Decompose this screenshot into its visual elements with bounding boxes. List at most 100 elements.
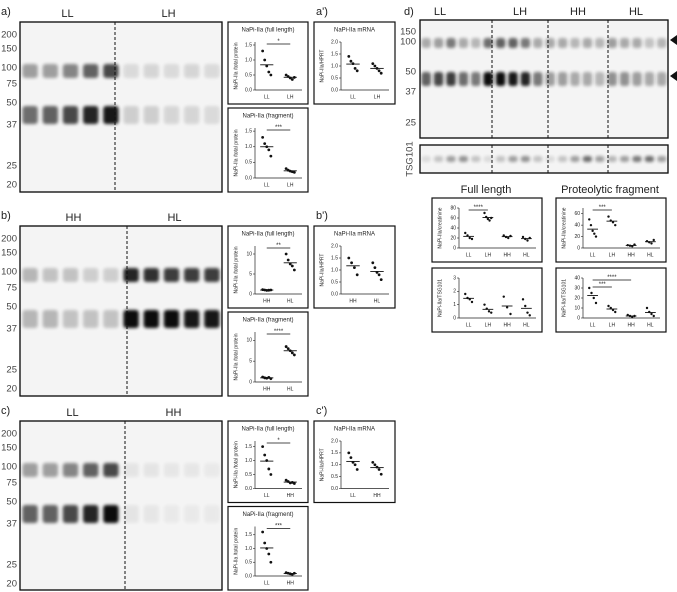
x-tick-label: HH — [263, 298, 271, 304]
y-tick-label: 0.5 — [245, 160, 252, 166]
blot-band — [62, 505, 79, 523]
data-point — [290, 351, 294, 355]
y-tick-label: 1.5 — [331, 450, 338, 456]
data-point — [353, 67, 357, 70]
blot-band — [520, 38, 531, 48]
blot-band — [83, 310, 99, 328]
mw-marker: 50 — [6, 497, 17, 508]
x-tick-label: HH — [628, 252, 636, 258]
y-axis-label: NaPi-IIa /total protein — [233, 42, 239, 89]
data-point — [284, 345, 288, 348]
data-point — [607, 215, 610, 218]
column-heading: Full length — [461, 184, 512, 196]
group-label: LL — [61, 8, 73, 20]
blot-band — [446, 72, 456, 86]
mw-marker: 25 — [6, 560, 17, 571]
blot-band — [595, 156, 605, 162]
blot-band — [446, 38, 456, 48]
y-tick-label: 0.0 — [331, 87, 338, 93]
x-tick-label: HL — [287, 386, 294, 392]
blot-band — [163, 463, 180, 477]
blot-band — [508, 156, 518, 162]
x-tick-label: LL — [590, 252, 596, 258]
y-axis-label: NaPi-IIa /total protein — [233, 246, 239, 293]
blot-band — [595, 38, 605, 48]
blot-band — [607, 72, 617, 86]
blot-band — [570, 38, 580, 48]
y-tick-label: 80 — [450, 205, 456, 211]
x-tick-label: LL — [350, 94, 356, 100]
blot-frame — [19, 225, 223, 397]
data-point — [267, 148, 271, 152]
blot-band — [471, 156, 481, 162]
blot-band — [533, 72, 543, 86]
y-axis-label: NaPi-IIa /total protein — [233, 129, 239, 176]
y-tick-label: 40 — [574, 275, 580, 281]
x-tick-label: LL — [350, 493, 356, 499]
blot-band — [103, 268, 119, 282]
significance-label: **** — [607, 275, 617, 281]
group-label: LL — [434, 6, 446, 18]
plot-title: NaPi-IIa (fragment) — [242, 114, 293, 120]
blot-band — [204, 106, 220, 124]
blot-band — [123, 64, 139, 78]
significance-label: * — [277, 39, 280, 45]
blot-band — [42, 106, 58, 124]
blot-band — [103, 106, 119, 124]
x-tick-label: LH — [287, 94, 294, 100]
blot-band — [163, 268, 180, 282]
data-point — [377, 273, 381, 277]
blot-band — [657, 156, 667, 162]
blot-band — [545, 156, 555, 162]
y-axis-label: NaPi-IIa /total protein — [233, 333, 239, 380]
mw-marker: 100 — [1, 63, 17, 74]
blot-frame — [419, 19, 669, 139]
plot-title: NaPi-IIa mRNA — [334, 427, 375, 433]
data-point — [261, 135, 265, 139]
y-tick-label: 0 — [453, 315, 456, 321]
y-tick-label: 20 — [574, 295, 580, 301]
blot-background — [419, 19, 669, 139]
arrowhead — [670, 71, 677, 81]
mw-marker: 150 — [1, 248, 17, 259]
y-axis-label: NaPi-IIa/HPRT — [319, 50, 325, 83]
mw-marker: 100 — [1, 462, 17, 473]
data-point — [594, 235, 598, 238]
significance-label: ** — [276, 243, 281, 249]
data-point — [292, 170, 296, 174]
blot-band — [143, 463, 159, 477]
y-tick-label: 1.0 — [331, 462, 338, 468]
mw-marker: 50 — [6, 98, 17, 109]
plot-box — [313, 21, 396, 105]
significance-label: *** — [275, 524, 283, 530]
blot-band — [657, 38, 667, 48]
blot-band — [483, 156, 493, 162]
data-point — [650, 242, 653, 245]
blot-band — [644, 38, 655, 48]
blot-band — [62, 106, 79, 124]
blot-band — [657, 72, 667, 86]
blot-band — [123, 505, 139, 523]
mw-marker: 20 — [6, 180, 17, 191]
y-tick-label: 0.0 — [245, 175, 252, 181]
data-point — [355, 273, 359, 277]
data-point — [589, 223, 593, 227]
y-tick-label: 0 — [249, 291, 252, 297]
mw-marker: 150 — [400, 27, 416, 38]
data-point — [267, 552, 271, 556]
x-tick-label: HL — [523, 252, 530, 258]
blot-band — [508, 38, 518, 48]
x-tick-label: HH — [349, 298, 357, 304]
data-point — [349, 456, 353, 460]
blot-frame — [19, 21, 223, 193]
blot-band — [143, 106, 159, 124]
y-tick-label: 1.0 — [245, 458, 252, 464]
data-point — [379, 472, 383, 476]
y-tick-label: 0.5 — [245, 560, 252, 566]
data-point — [292, 482, 296, 485]
blot-band — [582, 72, 593, 86]
x-tick-label: HL — [374, 298, 381, 304]
blot-band — [483, 72, 493, 86]
y-tick-label: 5 — [249, 358, 252, 364]
data-point — [652, 314, 655, 318]
